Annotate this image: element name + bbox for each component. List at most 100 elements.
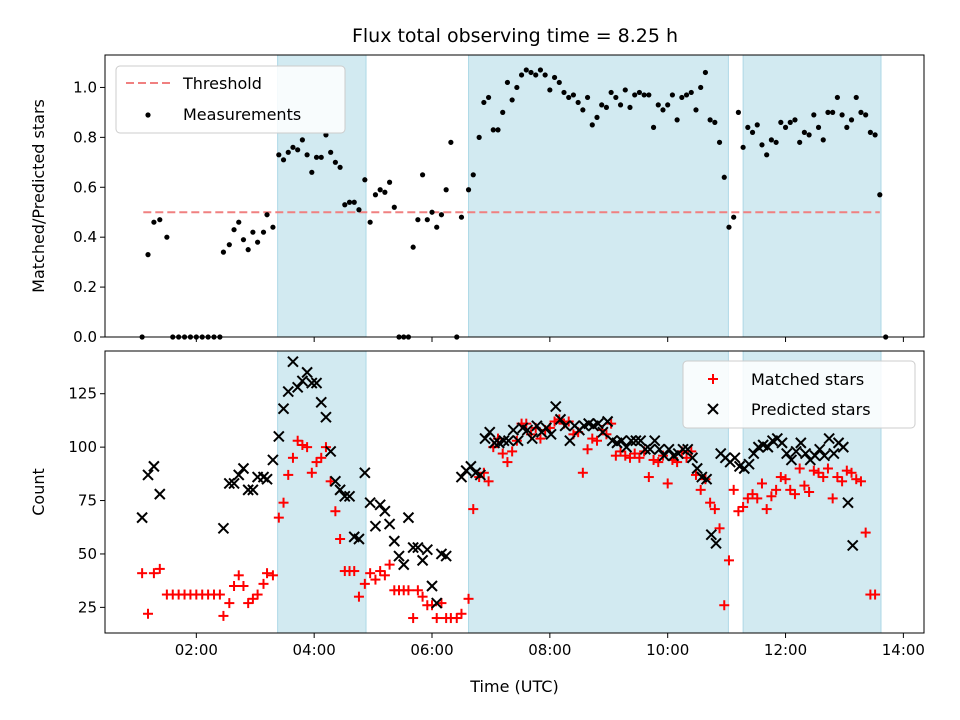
- predicted-star-point: [398, 558, 410, 571]
- matched-star-point: [370, 574, 381, 585]
- predicted-star-point: [686, 452, 699, 464]
- measurement-point: [313, 154, 320, 160]
- measurement-point: [683, 92, 690, 98]
- measurement-point: [844, 124, 850, 130]
- measurement-point: [745, 124, 751, 130]
- predicted-star-point: [379, 505, 391, 517]
- measurement-point: [280, 157, 287, 163]
- predicted-star-point: [597, 426, 609, 438]
- measurement-point: [448, 139, 454, 145]
- measurement-point: [848, 117, 855, 123]
- predicted-star-point: [339, 490, 351, 502]
- measurement-point: [236, 219, 242, 225]
- predicted-star-point: [416, 554, 429, 567]
- predicted-star-point: [790, 445, 802, 458]
- measurement-point: [342, 202, 348, 208]
- matched-star-point: [837, 476, 848, 487]
- measurement-point: [797, 139, 803, 145]
- measurement-point: [688, 89, 694, 96]
- axes-frame: [104, 54, 925, 338]
- matched-star-point: [756, 478, 767, 489]
- matched-star-point: [468, 504, 479, 515]
- matched-star-point: [335, 534, 346, 544]
- measurement-point: [245, 247, 251, 253]
- measurement-point: [707, 117, 713, 123]
- measurement-point: [495, 127, 501, 133]
- legend-measurement-swatch: [145, 112, 151, 118]
- matched-star-point: [349, 566, 360, 577]
- predicted-star-point: [526, 432, 538, 445]
- matched-star-point: [870, 589, 881, 600]
- measurement-point: [867, 129, 873, 135]
- matched-star-point: [384, 559, 395, 570]
- measurement-point: [636, 89, 643, 96]
- measurement-point: [424, 217, 430, 223]
- matched-star-point: [353, 591, 364, 602]
- y-tick-label: 0.6: [73, 178, 97, 196]
- predicted-star-point: [625, 435, 637, 447]
- measurement-point: [504, 79, 511, 86]
- measurement-point: [362, 177, 368, 183]
- matched-star-point: [218, 610, 229, 621]
- measurement-point: [712, 119, 718, 125]
- measurement-point: [853, 94, 859, 101]
- measurement-point: [270, 224, 276, 230]
- measurement-point: [825, 109, 831, 115]
- measurement-point: [698, 84, 704, 91]
- predicted-star-point: [310, 377, 323, 389]
- predicted-star-point: [287, 355, 299, 368]
- matched-star-point: [728, 484, 739, 495]
- matched-star-point: [214, 589, 225, 600]
- measurement-point: [290, 144, 296, 150]
- measurement-point: [434, 224, 440, 230]
- matched-star-point: [502, 457, 513, 468]
- measurement-point: [382, 189, 388, 195]
- y-tick-label: 75: [78, 492, 97, 510]
- predicted-star-point: [233, 469, 245, 481]
- matched-star-point: [507, 446, 518, 457]
- measurement-point: [589, 122, 595, 128]
- measurement-point: [458, 214, 465, 220]
- measurement-point: [721, 174, 727, 180]
- predicted-star-point: [237, 462, 250, 475]
- predicted-star-point: [440, 550, 452, 562]
- measurement-point: [726, 224, 732, 230]
- predicted-star-point: [781, 447, 793, 460]
- matched-star-point: [653, 457, 664, 468]
- measurement-point: [820, 137, 826, 143]
- observing-window: [742, 54, 882, 338]
- measurement-point: [556, 79, 562, 86]
- matched-star-point: [262, 568, 273, 579]
- predicted-star-point: [277, 402, 290, 415]
- measurement-point: [575, 99, 581, 106]
- measurement-point: [702, 69, 709, 76]
- matched-star-point: [359, 578, 370, 589]
- matched-star-point: [412, 585, 423, 596]
- axes-frame: [104, 350, 925, 634]
- predicted-star-point: [296, 375, 309, 387]
- predicted-star-point: [242, 484, 254, 496]
- measurement-point: [250, 229, 256, 235]
- predicted-star-point: [663, 443, 675, 455]
- measurement-point: [470, 172, 476, 178]
- matched-star-point: [789, 489, 800, 500]
- predicted-star-point: [564, 435, 576, 447]
- predicted-star-point: [306, 377, 318, 389]
- measurement-point: [372, 192, 379, 198]
- measurement-point: [332, 159, 338, 165]
- measurement-point: [164, 234, 170, 240]
- legend-bottom: Matched stars Predicted stars: [682, 360, 916, 429]
- predicted-star-point: [550, 400, 562, 413]
- measurement-point: [858, 109, 864, 115]
- measurement-point: [299, 137, 305, 143]
- measurement-point: [566, 94, 572, 101]
- predicted-star-point: [426, 580, 438, 592]
- x-tick-label: 04:00: [293, 641, 336, 659]
- measurement-point: [151, 219, 157, 225]
- measurement-point: [231, 227, 237, 233]
- predicted-star-point: [795, 437, 807, 449]
- measurement-point: [328, 149, 334, 155]
- matched-star-point: [267, 570, 278, 581]
- measurement-point: [367, 219, 373, 225]
- matched-star-point: [577, 467, 588, 478]
